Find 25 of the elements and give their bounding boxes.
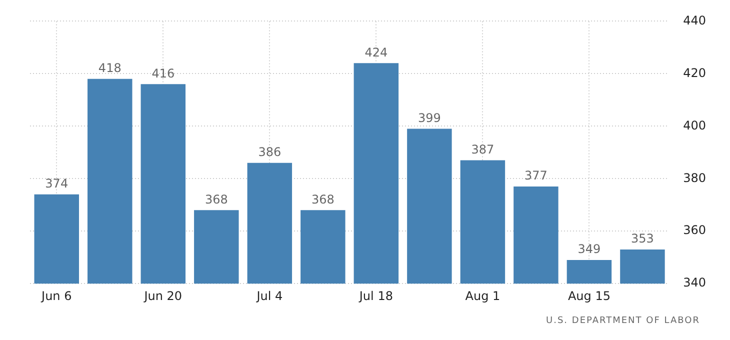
- x-tick-label: Jun 20: [143, 288, 182, 303]
- y-tick-label: 400: [683, 118, 706, 132]
- x-tick-label: Jun 6: [40, 288, 72, 303]
- data-label: 416: [152, 66, 175, 80]
- data-label: 368: [311, 192, 334, 206]
- x-tick-label: Aug 1: [465, 288, 500, 303]
- y-tick-label: 380: [683, 170, 706, 185]
- data-label: 424: [364, 45, 388, 60]
- data-label: 418: [98, 61, 122, 76]
- x-tick-label: Aug 15: [568, 288, 610, 303]
- y-tick-label: 360: [683, 223, 706, 238]
- y-tick-label: 420: [683, 66, 706, 80]
- data-label: 386: [258, 145, 282, 160]
- x-tick-label: Jul 18: [358, 288, 393, 303]
- y-tick-label: 340: [683, 276, 706, 290]
- data-label: 399: [418, 110, 441, 125]
- data-label: 368: [204, 192, 228, 206]
- data-label: 374: [45, 176, 68, 191]
- data-label: 377: [524, 168, 548, 183]
- x-tick-label: Jul 4: [256, 288, 283, 303]
- data-label: 353: [631, 232, 654, 246]
- data-label: 387: [471, 142, 494, 156]
- y-tick-label: 440: [683, 13, 706, 28]
- text: U.S. DEPARTMENT OF LABOR: [545, 316, 700, 326]
- data-label: 349: [578, 242, 601, 256]
